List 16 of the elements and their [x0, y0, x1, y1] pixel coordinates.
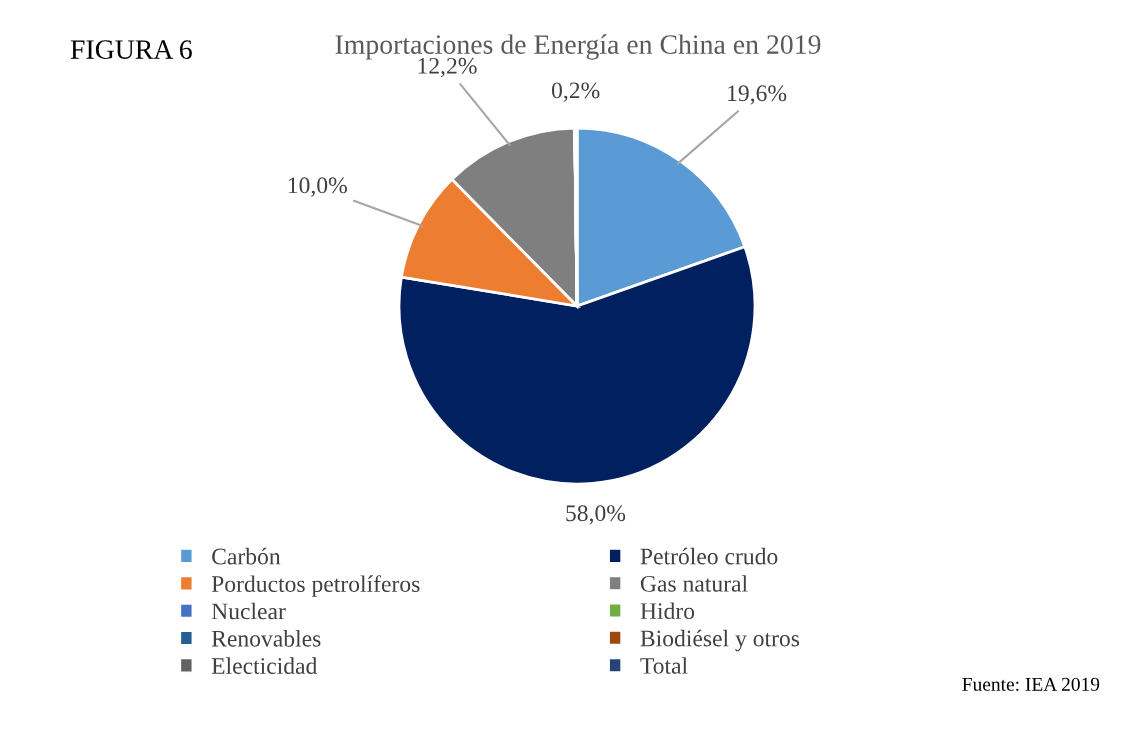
legend-label: Porductos petrolíferos — [211, 575, 420, 597]
legend-label: Electicidad — [211, 657, 318, 674]
source-note: Fuente: IEA 2019 — [962, 677, 1100, 691]
legend-label: Hidro — [640, 602, 695, 620]
data-label: 19,6% — [728, 85, 787, 105]
legend-label: Renovables — [211, 630, 321, 647]
legend-label: Nuclear — [211, 602, 286, 620]
legend-label: Carbón — [212, 547, 281, 565]
data-label: 0,2% — [551, 82, 600, 102]
legend-label: Petróleo crudo — [640, 547, 778, 565]
data-label: 58,0% — [566, 505, 626, 525]
text: FIGURA 6 — [70, 40, 192, 59]
data-label: 10,0% — [288, 177, 347, 197]
legend-label: Gas natural — [640, 575, 748, 592]
legend-label: Total — [640, 657, 688, 674]
legend-label: Biodiésel y otros — [640, 629, 800, 652]
